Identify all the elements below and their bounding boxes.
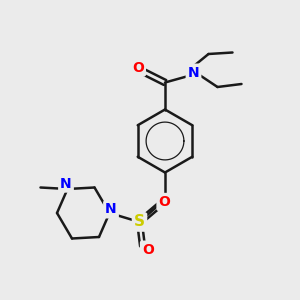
- Text: N: N: [105, 202, 117, 216]
- Text: N: N: [188, 66, 199, 80]
- Text: O: O: [132, 61, 144, 74]
- Text: O: O: [158, 195, 170, 209]
- Text: O: O: [142, 243, 154, 256]
- Text: S: S: [134, 214, 145, 230]
- Text: N: N: [60, 177, 72, 190]
